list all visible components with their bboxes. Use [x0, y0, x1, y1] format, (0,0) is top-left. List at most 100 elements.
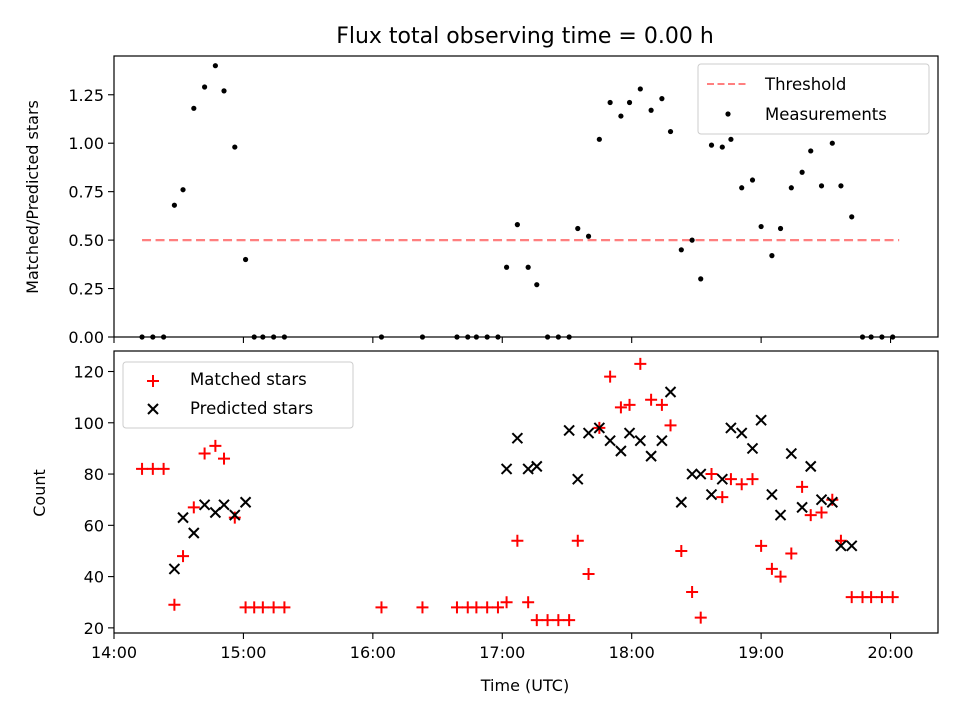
- ratio-panel: 0.00 0.25 0.50 0.75 1.00 1.25 Matched/Predict…: [23, 55, 939, 347]
- ratio-measurement-point: [678, 247, 684, 253]
- count-matched-point: [614, 401, 627, 414]
- count-x-axis: 14:00 15:00 16:00 17:00 18:00 19:00 20:00: [91, 633, 914, 662]
- count-matched-point: [522, 596, 535, 609]
- count-legend-box: [122, 361, 354, 429]
- count-y-tick-label: 120: [73, 363, 104, 382]
- count-matched-point: [804, 509, 817, 522]
- count-matched-point: [267, 601, 280, 614]
- count-predicted-point: [675, 496, 688, 508]
- count-x-tick-label: 17:00: [479, 643, 525, 662]
- ratio-measurement-point: [719, 144, 725, 150]
- count-predicted-point: [615, 445, 627, 457]
- ratio-measurement-point: [637, 86, 643, 92]
- ratio-measurement-point: [454, 334, 460, 340]
- count-matched-point: [774, 570, 787, 583]
- count-predicted-point: [716, 473, 729, 485]
- count-predicted-point: [604, 435, 616, 447]
- count-x-tick-label: 18:00: [609, 643, 655, 662]
- count-predicted-point: [511, 432, 524, 444]
- count-predicted-point: [531, 460, 543, 473]
- count-matched-point: [724, 473, 737, 486]
- count-predicted-point: [805, 460, 817, 473]
- count-predicted-point: [766, 488, 778, 501]
- ratio-measurement-point: [161, 334, 167, 340]
- ratio-measurement-point: [191, 105, 197, 111]
- legend-matched-label: Matched stars: [190, 370, 307, 389]
- count-predicted-point: [500, 463, 513, 475]
- ratio-measurement-point: [378, 334, 385, 340]
- count-predicted-point: [774, 509, 787, 521]
- count-matched-point: [785, 547, 798, 560]
- ratio-y-tick-label: 0.75: [68, 183, 104, 202]
- ratio-measurement-point: [879, 334, 885, 340]
- count-predicted-point: [239, 496, 252, 508]
- count-matched-point: [664, 419, 677, 432]
- count-predicted-point: [835, 540, 847, 552]
- ratio-measurement-point: [596, 136, 602, 142]
- ratio-measurement-point: [544, 334, 551, 340]
- count-matched-point: [604, 370, 617, 383]
- ratio-measurement-point: [575, 225, 581, 232]
- legend-measurements-swatch: [725, 111, 731, 117]
- count-matched-point: [511, 534, 524, 547]
- count-matched-point: [228, 511, 241, 524]
- count-matched-point: [735, 478, 748, 491]
- count-predicted-point: [593, 422, 606, 434]
- count-matched-point: [815, 506, 828, 519]
- legend-predicted-label: Predicted stars: [190, 399, 313, 418]
- count-matched-point: [541, 614, 554, 627]
- ratio-measurement-point: [473, 334, 479, 340]
- ratio-y-tick-label: 1.25: [68, 86, 104, 105]
- ratio-measurement-point: [251, 334, 257, 340]
- ratio-measurement-point: [465, 334, 471, 340]
- count-x-tick-label: 16:00: [350, 643, 396, 662]
- count-predicted-point: [563, 424, 575, 437]
- ratio-measurement-point: [739, 185, 745, 191]
- ratio-y-tick-label: 0.50: [68, 231, 104, 250]
- ratio-measurement-point: [808, 148, 814, 154]
- count-matched-point: [168, 598, 181, 611]
- ratio-measurement-point: [708, 142, 715, 148]
- ratio-measurement-point: [281, 334, 288, 340]
- count-predicted-point: [582, 427, 595, 439]
- count-y-tick-label: 80: [84, 465, 104, 484]
- count-y-tick-label: 20: [84, 619, 104, 638]
- count-matched-point: [198, 447, 211, 460]
- count-matched-point: [796, 480, 809, 493]
- ratio-measurement-point: [788, 185, 794, 191]
- count-matched-point: [500, 596, 513, 609]
- ratio-measurement-point: [626, 99, 633, 106]
- legend-predicted-swatch: [147, 403, 159, 415]
- count-predicted-point: [645, 450, 657, 462]
- ratio-measurement-point: [818, 183, 825, 189]
- count-predicted-point: [572, 473, 584, 485]
- count-predicted-point: [218, 499, 230, 511]
- ratio-measurement-point: [484, 334, 490, 340]
- ratio-measurement-point: [242, 256, 249, 263]
- ratio-measurement-point: [503, 264, 510, 270]
- ratio-measurement-point: [890, 334, 896, 340]
- ratio-y-tick-label: 0.25: [68, 280, 104, 299]
- count-matched-point: [491, 601, 504, 614]
- ratio-measurement-point: [659, 96, 665, 102]
- count-x-tick-label: 20:00: [867, 643, 913, 662]
- count-predicted-point: [796, 501, 808, 514]
- count-matched-point: [755, 539, 768, 552]
- count-y-axis-label: Count: [30, 469, 49, 517]
- ratio-measurement-point: [829, 140, 835, 146]
- count-matched-point: [705, 468, 718, 481]
- count-matched-point: [645, 393, 658, 406]
- count-predicted-point: [695, 468, 707, 480]
- ratio-y-axis: 0.00 0.25 0.50 0.75 1.00 1.25: [68, 86, 114, 347]
- count-matched-point: [875, 591, 888, 604]
- ratio-measurement-point: [769, 253, 775, 259]
- ratio-measurement-point: [566, 334, 572, 340]
- ratio-plot-area: [139, 63, 900, 340]
- count-predicted-point: [623, 427, 636, 439]
- ratio-panel-frame: [113, 55, 939, 338]
- ratio-legend: Threshold Measurements: [697, 63, 930, 135]
- count-y-tick-label: 100: [73, 414, 104, 433]
- count-predicted-point: [522, 463, 534, 475]
- ratio-measurement-point: [232, 144, 238, 150]
